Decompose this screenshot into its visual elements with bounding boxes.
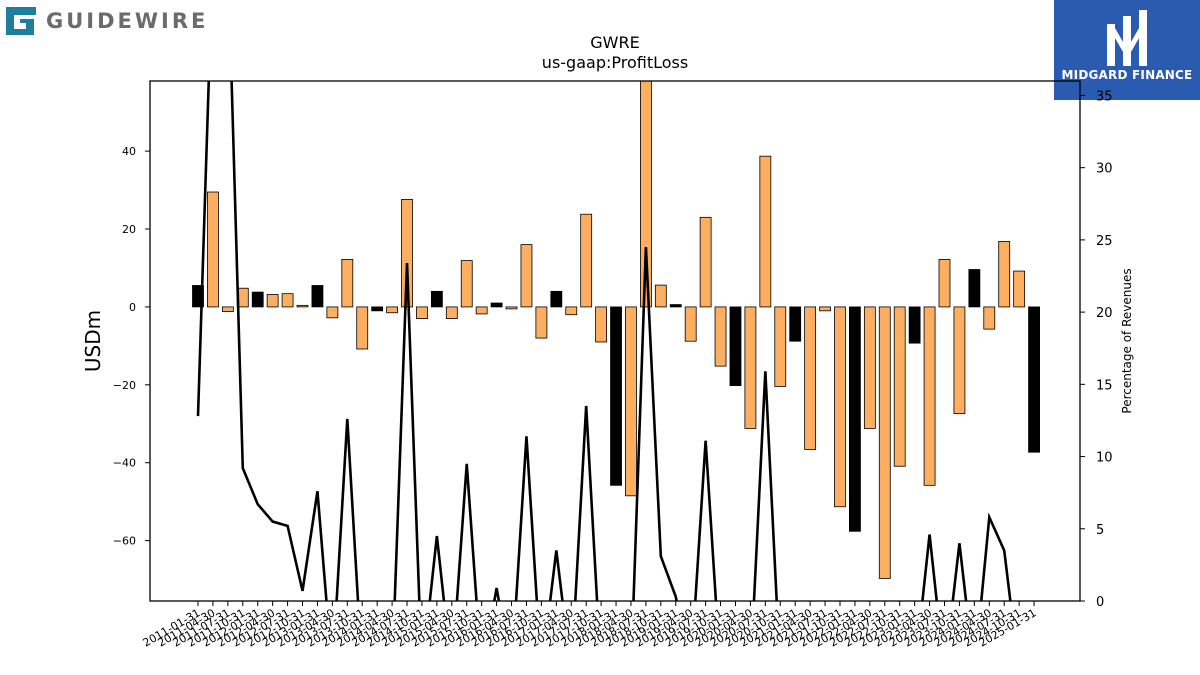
guidewire-mark-icon: [6, 7, 36, 35]
chart-subtitle: us-gaap:ProfitLoss: [542, 53, 688, 72]
bar-2019-04-30: [684, 306, 697, 342]
bar-2011-07-31: [221, 306, 234, 312]
bar-2022-04-30: [863, 306, 876, 429]
bar-2013-04-30: [326, 306, 339, 319]
midgard-finance-logo: MIDGARD FINANCE: [1054, 0, 1200, 100]
y2-tick-label: 10: [1096, 451, 1113, 466]
y-tick-label: −20: [113, 379, 136, 392]
y2-tick-label: 5: [1096, 523, 1104, 538]
bar-2018-04-30: [625, 306, 637, 497]
bar-2013-10-31: [356, 306, 369, 350]
bar-2023-04-30: [923, 306, 936, 486]
percentage-line: [196, 81, 1012, 601]
bar-2011-01-31: [192, 285, 204, 308]
bar-2022-10-31: [893, 306, 906, 467]
bar-2024-04-30: [983, 306, 996, 330]
bar-2019-01-31: [669, 304, 682, 308]
plot-frame: [149, 80, 1081, 602]
bar-2017-10-31: [595, 306, 608, 343]
bar-2022-01-31: [849, 306, 861, 532]
line-series: [196, 81, 1012, 601]
bar-2019-10-31: [714, 306, 727, 367]
bar-2012-04-30: [266, 294, 279, 308]
guidewire-logo: GUIDEWIRE: [4, 4, 208, 38]
y-tick-label: −60: [113, 535, 136, 548]
y2-tick-label: 20: [1096, 306, 1113, 321]
bar-2024-07-31: [998, 241, 1011, 308]
bar-2021-07-31: [819, 306, 831, 312]
bar-2014-04-30: [386, 306, 398, 314]
bar-2013-01-31: [311, 285, 324, 308]
bar-2013-07-31: [341, 258, 354, 308]
bar-2018-01-31: [610, 306, 622, 486]
bar-2018-07-31: [640, 81, 652, 308]
y2-tick-label: 0: [1096, 595, 1104, 610]
y-axis-label: USDm: [81, 310, 105, 372]
axes: −60−40−2002040051015202530352011-01-3120…: [113, 80, 1113, 650]
y2-tick-label: 25: [1096, 234, 1113, 249]
bar-2023-07-31: [938, 258, 951, 308]
bar-2020-07-31: [759, 155, 772, 308]
bar-2017-04-30: [565, 306, 578, 316]
bar-2012-07-31: [281, 293, 294, 308]
bar-2015-07-31: [460, 260, 473, 308]
bar-series: [192, 81, 1040, 579]
y2-tick-label: 15: [1096, 378, 1113, 393]
bar-2016-07-31: [520, 244, 533, 308]
y-tick-label: 40: [122, 145, 136, 158]
bar-2017-07-31: [580, 213, 593, 308]
midgard-mark-icon: [1107, 10, 1147, 66]
bar-2014-01-31: [371, 306, 384, 312]
bar-2022-07-31: [878, 306, 891, 579]
bar-2023-10-31: [953, 306, 966, 415]
bar-2015-04-30: [445, 306, 458, 320]
bar-2020-01-31: [729, 306, 742, 387]
bar-2015-01-31: [430, 290, 443, 308]
y-tick-label: −40: [113, 457, 136, 470]
bar-2018-10-31: [654, 284, 667, 308]
y2-axis-label: Percentage of Revenues: [1120, 268, 1134, 413]
bar-2015-10-31: [475, 306, 488, 315]
bar-2019-07-31: [699, 216, 712, 308]
bar-2025-01-31: [1028, 306, 1040, 453]
y2-tick-label: 30: [1096, 162, 1113, 177]
bar-2016-10-31: [535, 306, 548, 339]
bar-2023-01-31: [908, 306, 921, 344]
midgard-wordmark: MIDGARD FINANCE: [1061, 68, 1193, 82]
bar-2012-10-31: [296, 304, 309, 308]
y-tick-label: 20: [122, 223, 136, 236]
bar-2016-01-31: [490, 302, 503, 308]
bar-2012-01-31: [251, 291, 264, 308]
bar-2024-01-31: [968, 269, 981, 308]
bar-2014-07-31: [401, 199, 413, 308]
bar-2016-04-30: [505, 306, 518, 310]
bar-2014-10-31: [416, 306, 428, 320]
guidewire-wordmark: GUIDEWIRE: [46, 9, 209, 33]
y-tick-label: 0: [129, 301, 136, 314]
chart-title: GWRE: [590, 33, 639, 52]
bar-2021-01-31: [789, 306, 802, 342]
bar-2011-04-30: [207, 191, 219, 308]
bar-2021-04-30: [804, 306, 817, 450]
y2-tick-label: 35: [1096, 89, 1113, 104]
bar-2017-01-31: [550, 290, 563, 308]
bar-2020-04-30: [744, 306, 757, 429]
bar-2021-10-31: [834, 306, 846, 508]
bar-2024-10-31: [1013, 270, 1026, 308]
bar-2020-10-31: [774, 306, 787, 387]
